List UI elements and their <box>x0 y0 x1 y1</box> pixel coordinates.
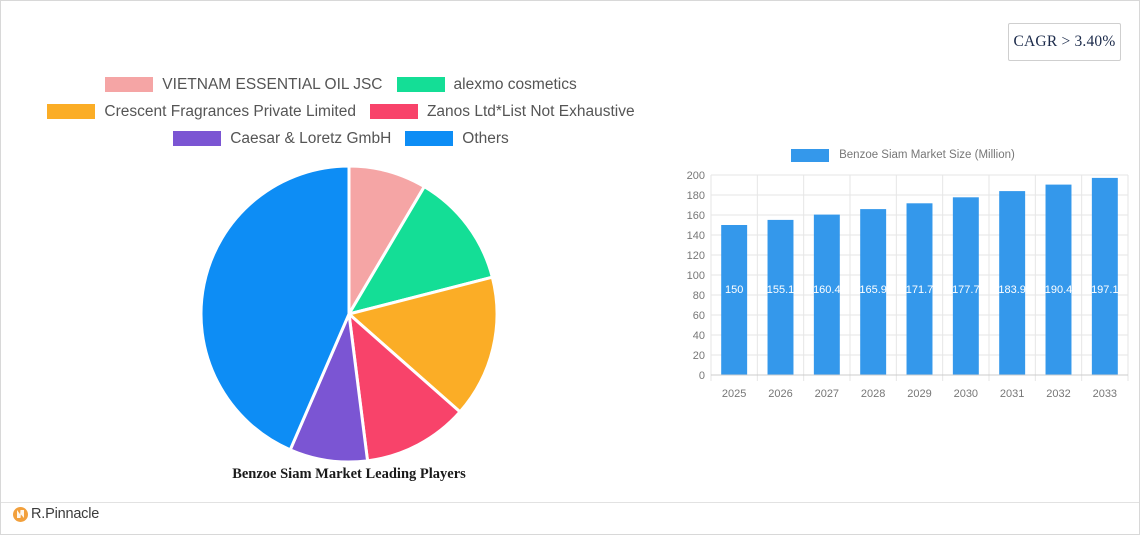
x-axis-tick-label: 2028 <box>861 388 885 400</box>
pie-chart-title: Benzoe Siam Market Leading Players <box>232 466 466 482</box>
x-axis-tick-label: 2026 <box>768 388 792 400</box>
pie-legend-item-vietnam-essential-oil[interactable]: VIETNAM ESSENTIAL OIL JSC <box>105 75 383 94</box>
y-axis-tick-label: 160 <box>687 210 705 222</box>
x-axis-tick-label: 2030 <box>954 388 978 400</box>
y-axis-tick-label: 200 <box>687 170 705 182</box>
pie-legend-label: alexmo cosmetics <box>453 75 577 93</box>
bar-value-label: 150 <box>725 284 743 296</box>
bar[interactable] <box>1045 184 1072 375</box>
y-axis-tick-label: 40 <box>693 330 705 342</box>
x-axis-tick-label: 2033 <box>1093 388 1117 400</box>
bar-chart-legend[interactable]: Benzoe Siam Market Size (Million) <box>673 145 1133 165</box>
bar[interactable] <box>813 214 840 375</box>
bar-chart-svg: 0 20 40 60 80 100 120 140 160 180 200 150 2025 155.1 2… <box>687 170 1129 400</box>
bar-value-label: 183.9 <box>998 284 1026 296</box>
pinnacle-circle-icon <box>13 506 28 522</box>
bar-value-label: 177.7 <box>952 284 980 296</box>
pie-legend-label: Zanos Ltd*List Not Exhaustive <box>426 102 635 120</box>
bar-value-label: 165.9 <box>859 284 887 296</box>
x-axis-tick-label: 2027 <box>815 388 839 400</box>
y-axis-tick-label: 60 <box>693 310 705 322</box>
pie-slice[interactable] <box>345 184 495 317</box>
pie-legend-item-others[interactable]: Others <box>405 130 509 148</box>
y-axis-tick-label: 20 <box>693 350 705 362</box>
pie-legend-row: Crescent Fragrances Private Limited Zano… <box>1 98 681 125</box>
cagr-badge: CAGR > 3.40% <box>1008 23 1121 61</box>
pie-legend-item-alexmo-cosmetics[interactable]: alexmo cosmetics <box>396 75 577 94</box>
pie-legend-label: Crescent Fragrances Private Limited <box>104 102 356 120</box>
legend-swatch-icon <box>105 77 154 92</box>
legend-swatch-icon <box>791 148 830 162</box>
legend-swatch-icon <box>369 104 418 119</box>
brand-logo: R.Pinnacle <box>13 506 99 522</box>
pie-legend-label: Caesar & Loretz GmbH <box>230 129 392 147</box>
bar-value-label: 171.7 <box>906 284 934 296</box>
bar[interactable] <box>906 203 933 375</box>
y-axis-tick-label: 0 <box>699 370 705 382</box>
y-axis-tick-label: 80 <box>693 290 705 302</box>
pie-slice[interactable] <box>345 275 499 414</box>
pie-chart-svg <box>199 164 499 464</box>
footer-bar <box>1 502 1139 534</box>
bar[interactable] <box>767 219 794 375</box>
y-axis-tick-label: 180 <box>687 190 705 202</box>
y-axis-tick-label: 100 <box>687 270 705 282</box>
pie-legend-row: Caesar & Loretz GmbH Others <box>1 125 681 152</box>
cagr-badge-label: CAGR > 3.40% <box>1013 33 1116 50</box>
bar[interactable] <box>721 225 748 375</box>
x-axis-tick-label: 2025 <box>722 388 746 400</box>
pie-slice[interactable] <box>347 310 463 463</box>
pie-legend-label: VIETNAM ESSENTIAL OIL JSC <box>162 75 383 93</box>
legend-swatch-icon <box>405 131 454 146</box>
pie-slice[interactable] <box>199 164 351 452</box>
bar[interactable] <box>1091 177 1118 375</box>
legend-swatch-icon <box>47 104 96 119</box>
x-axis-tick-label: 2032 <box>1046 388 1070 400</box>
bar-value-label: 190.4 <box>1045 284 1073 296</box>
pie-legend-item-caesar-loretz[interactable]: Caesar & Loretz GmbH <box>173 130 391 148</box>
pie-legend-item-zanos-ltd[interactable]: Zanos Ltd*List Not Exhaustive <box>369 102 635 121</box>
y-axis-tick-label: 120 <box>687 250 705 262</box>
pie-chart <box>199 164 499 464</box>
legend-swatch-icon <box>396 77 445 92</box>
bar-value-label: 155.1 <box>767 284 795 296</box>
legend-swatch-icon <box>173 131 222 146</box>
y-axis-tick-label: 140 <box>687 230 705 242</box>
x-axis-tick-label: 2029 <box>907 388 931 400</box>
pie-legend-label: Others <box>462 129 509 147</box>
x-axis-tick-label: 2031 <box>1000 388 1024 400</box>
bar[interactable] <box>860 209 887 375</box>
bar-chart: Benzoe Siam Market Size (Million) 0 20 40 6… <box>673 143 1133 409</box>
bar[interactable] <box>952 197 979 375</box>
pie-legend: VIETNAM ESSENTIAL OIL JSC alexmo cosmeti… <box>1 71 681 152</box>
bar-value-label: 197.1 <box>1091 284 1119 296</box>
bar-value-label: 160.4 <box>813 284 841 296</box>
pie-legend-row: VIETNAM ESSENTIAL OIL JSC alexmo cosmeti… <box>1 71 681 98</box>
pie-legend-item-crescent-fragrances[interactable]: Crescent Fragrances Private Limited <box>47 103 356 121</box>
bar-chart-legend-label: Benzoe Siam Market Size (Million) <box>839 149 1015 161</box>
brand-logo-text: R.Pinnacle <box>31 506 100 522</box>
bar[interactable] <box>999 191 1026 375</box>
